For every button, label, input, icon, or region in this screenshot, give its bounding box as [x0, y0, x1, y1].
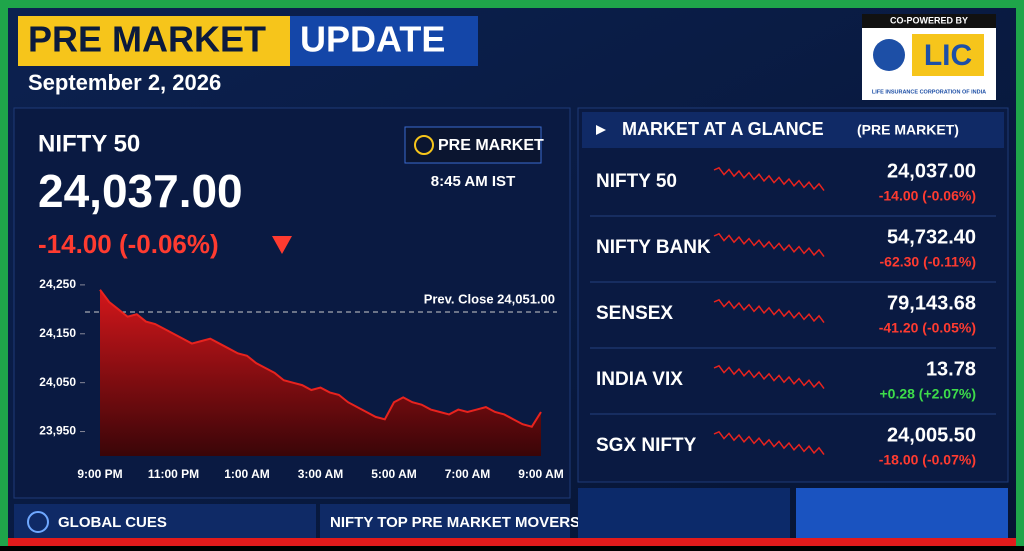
- row-change: -14.00 (-0.06%): [879, 188, 976, 204]
- quote-name: NIFTY 50: [38, 130, 140, 157]
- sponsor-full: LIFE INSURANCE CORPORATION OF INDIA: [872, 89, 986, 95]
- glance-icon: [596, 125, 606, 135]
- video-tile-1: [578, 488, 790, 538]
- x-tick-label: 1:00 AM: [224, 467, 270, 481]
- row-value: 24,005.50: [887, 424, 976, 446]
- title-highlight-bg: [18, 16, 290, 66]
- row-change: -62.30 (-0.11%): [880, 254, 977, 270]
- sparkline: [713, 298, 825, 324]
- tab2-label: NIFTY TOP PRE MARKET MOVERS: [330, 514, 580, 531]
- tab1-label: GLOBAL CUES: [58, 514, 167, 531]
- x-tick-label: 9:00 PM: [77, 467, 122, 481]
- globe-icon: [27, 511, 49, 533]
- line: [99, 289, 542, 428]
- row-change: -41.20 (-0.05%): [879, 320, 976, 336]
- glance-header: [582, 112, 1004, 148]
- bottom-strip: [8, 538, 1016, 546]
- sparkline: [713, 364, 825, 390]
- x-tick-label: 7:00 AM: [445, 467, 491, 481]
- badge-clock: [414, 135, 434, 155]
- x-tick-label: 5:00 AM: [371, 467, 417, 481]
- area: [100, 289, 541, 456]
- title-rest: UPDATE: [300, 19, 445, 60]
- row-change: -18.00 (-0.07%): [879, 452, 976, 468]
- y-tick-label: 23,950: [39, 424, 76, 438]
- y-tick-label: 24,050: [39, 375, 76, 389]
- row-name: SENSEX: [596, 303, 673, 324]
- glance-panel: [577, 107, 1009, 483]
- sponsor-caption-bg: [862, 14, 996, 28]
- sparkline: [713, 430, 825, 456]
- tab-movers[interactable]: [320, 504, 570, 538]
- quote-price: 24,037.00: [38, 165, 243, 217]
- y-tick-label: 24,150: [39, 326, 76, 340]
- title-rest-bg: [290, 16, 478, 66]
- x-tick-label: 9:00 AM: [518, 467, 564, 481]
- x-tick-label: 3:00 AM: [298, 467, 344, 481]
- row-value: 13.78: [926, 358, 976, 380]
- date: September 2, 2026: [28, 70, 221, 95]
- sponsor-emblem: [873, 39, 905, 71]
- row-name: NIFTY 50: [596, 171, 677, 192]
- row-value: 24,037.00: [887, 160, 976, 182]
- sparkline: [713, 232, 825, 258]
- video-tile-2: [796, 488, 1008, 538]
- sponsor-name-bg: [912, 34, 984, 76]
- title-highlight: PRE MARKET: [28, 19, 266, 60]
- row-name: NIFTY BANK: [596, 237, 711, 258]
- sponsor-name: LIC: [924, 39, 972, 72]
- x-tick-label: 11:00 PM: [148, 467, 199, 481]
- quote-change: -14.00 (-0.06%): [38, 229, 219, 259]
- y-tick-label: 24,250: [39, 277, 76, 291]
- glance-subtitle: (PRE MARKET): [857, 122, 959, 138]
- row-name: INDIA VIX: [596, 369, 683, 390]
- row-value: 54,732.40: [887, 226, 976, 248]
- row-name: SGX NIFTY: [596, 435, 697, 456]
- sponsor-caption: CO-POWERED BY: [890, 15, 968, 25]
- row-change: +0.28 (+2.07%): [879, 386, 976, 402]
- down-arrow: [272, 236, 292, 254]
- glance-title: MARKET AT A GLANCE: [622, 119, 824, 139]
- prev-close-label: Prev. Close 24,051.00: [424, 291, 555, 306]
- badge-time: 8:45 AM IST: [431, 173, 515, 190]
- badge-text: PRE MARKET: [438, 137, 544, 154]
- sparkline: [713, 166, 825, 192]
- tab-global-cues[interactable]: [14, 504, 316, 538]
- row-value: 79,143.68: [887, 292, 976, 314]
- badge: [404, 126, 542, 164]
